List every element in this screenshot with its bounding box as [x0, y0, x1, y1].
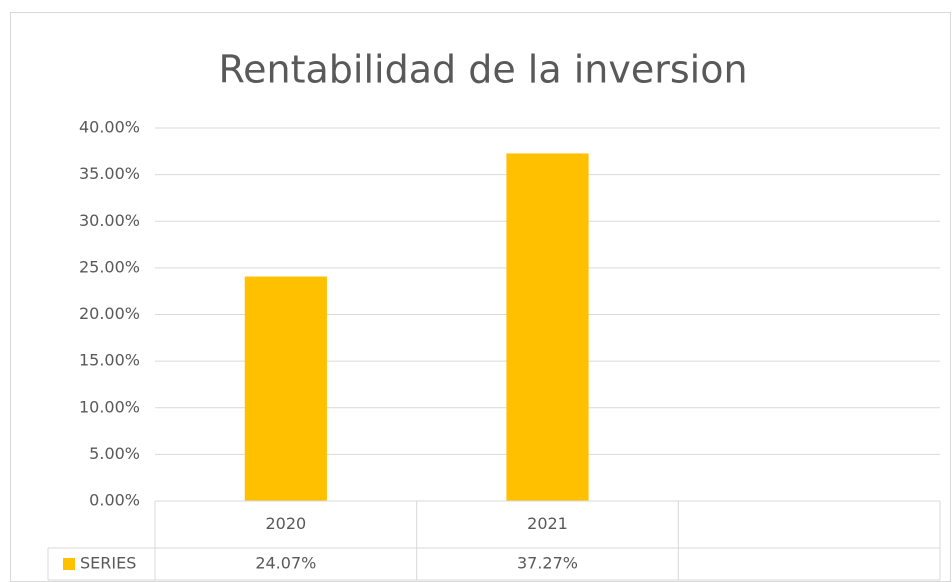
chart-frame [10, 12, 951, 582]
y-tick-label: 40.00% [79, 118, 140, 137]
table-value: 37.27% [517, 554, 578, 573]
bar [244, 276, 327, 501]
legend-label: SERIES [80, 554, 136, 573]
x-tick-label: 2021 [527, 514, 568, 533]
y-tick-label: 20.00% [79, 304, 140, 323]
y-tick-label: 25.00% [79, 257, 140, 276]
chart-title: Rentabilidad de la inversion [218, 48, 747, 92]
y-tick-label: 15.00% [79, 351, 140, 370]
table-value: 24.07% [255, 554, 316, 573]
y-tick-label: 10.00% [79, 397, 140, 416]
legend-key [63, 558, 75, 570]
y-tick-label: 0.00% [89, 491, 140, 510]
y-tick-label: 35.00% [79, 164, 140, 183]
y-tick-label: 30.00% [79, 211, 140, 230]
x-tick-label: 2020 [265, 514, 306, 533]
bar [506, 153, 589, 501]
y-tick-label: 5.00% [89, 444, 140, 463]
